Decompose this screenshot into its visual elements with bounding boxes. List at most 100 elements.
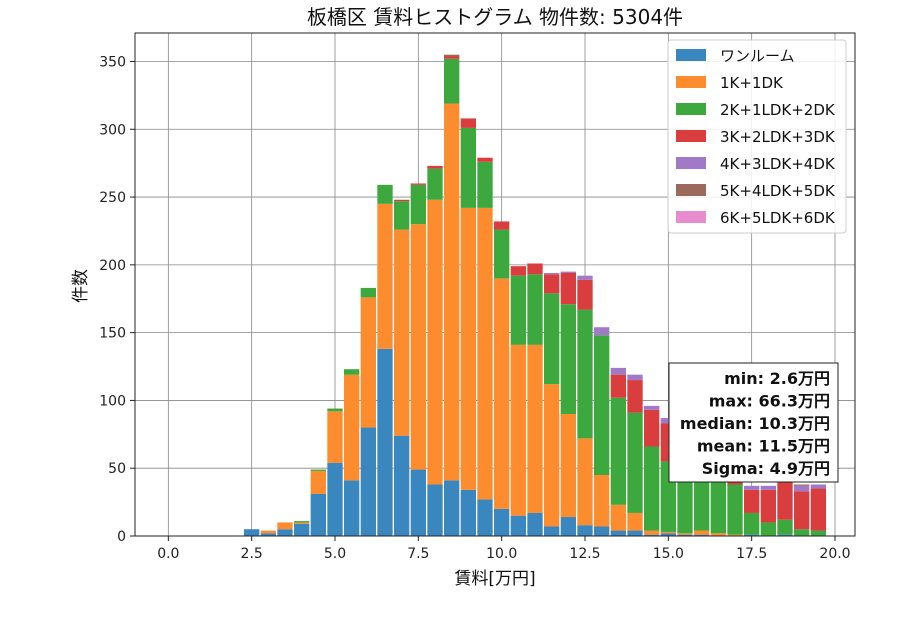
bar-segment [810,488,826,531]
bar-segment [627,380,643,413]
bar-segment [727,534,743,536]
bar-segment [310,470,326,494]
bar-segment [344,480,360,536]
bar-segment [627,412,643,513]
bar-segment [427,199,443,485]
bar-segment [777,519,793,535]
bar-segment [310,469,326,471]
x-tick-label: 10.0 [486,546,517,562]
bar-segment [644,530,660,535]
bar-segment [777,481,793,520]
bar-segment [277,529,293,536]
bar-segment [494,508,510,536]
bar-segment [744,489,760,513]
legend: ワンルーム 1K+1DK 2K+1LDK+2DK 3K+2LDK+3DK 4K+3LDK… [667,39,847,234]
bar-segment [444,56,460,59]
y-tick-label: 100 [99,393,126,409]
bar-segment [610,530,626,536]
bar-segment [444,58,460,104]
bar-segment [360,287,376,298]
bar-segment [644,534,660,536]
bar-segment [544,272,560,275]
legend-label: ワンルーム [720,47,795,65]
bar-segment [427,484,443,536]
bar-segment [494,229,510,279]
bar-segment [560,272,576,305]
bar-segment [560,304,576,414]
bar-segment [610,504,626,531]
stats-line: median: 10.3万円 [680,414,830,433]
bar-segment [710,474,726,534]
bar-segment [444,103,460,481]
bar-segment [794,491,810,530]
bar-segment [544,384,560,527]
bar-segment [377,203,393,349]
bar-segment [477,499,493,536]
chart-title: 板橋区 賃料ヒストグラム 物件数: 5304件 [307,5,683,29]
bar-segment [627,530,643,536]
bar-segment [527,263,543,275]
bar-segment [460,207,476,490]
bar-segment [577,525,593,536]
bar-segment [244,529,260,536]
y-tick-label: 250 [99,190,126,206]
bar-segment [560,271,576,273]
bar-segment [610,367,626,375]
bar-segment [260,530,276,534]
bar-segment [510,344,526,516]
stats-line: Sigma: 4.9万円 [702,459,830,478]
bar-segment [494,278,510,509]
bar-segment [644,446,660,531]
bar-segment [310,493,326,536]
legend-label: 3K+2LDK+3DK [720,128,836,146]
bar-segment [744,534,760,536]
stats-frame [668,362,839,483]
stats-box: min: 2.6万円 max: 66.3万円 median: 10.3万円 mean:… [668,362,839,483]
bar-segment [544,274,560,294]
bar-segment [360,297,376,428]
stats-line: max: 66.3万円 [709,392,830,411]
bar-segment [794,484,810,486]
legend-swatch [676,130,706,142]
legend-swatch [676,211,706,223]
y-tick-label: 0 [117,529,126,545]
legend-label: 6K+5LDK+6DK [720,209,836,227]
x-tick-label: 0.0 [157,546,179,562]
legend-swatch [676,103,706,115]
bar-segment [777,534,793,536]
bar-segment [260,533,276,536]
bar-segment [410,183,426,185]
bar-segment [527,344,543,513]
bar-segment [627,374,643,381]
bar-segment [277,522,293,530]
bar-segment [460,118,476,128]
legend-label: 2K+1LDK+2DK [720,101,836,119]
legend-swatch [676,184,706,196]
x-tick-label: 15.0 [653,546,684,562]
bar-segment [760,489,776,523]
bar-segment [810,530,826,536]
bar-segment [410,184,426,225]
bar-segment [410,469,426,536]
bar-segment [477,161,493,208]
bar-segment [294,522,310,524]
bar-segment [477,207,493,500]
bar-segment [694,534,710,536]
bar-segment [427,165,443,169]
x-tick-label: 17.5 [736,546,767,562]
bar-segment [794,529,810,536]
bar-segment [544,526,560,536]
legend-label: 1K+1DK [720,74,784,92]
bar-segment [444,480,460,536]
bar-segment [594,335,610,475]
x-tick-label: 12.5 [569,546,600,562]
bar-segment [794,485,810,492]
bar-segment [544,293,560,385]
bar-segment [510,275,526,345]
bar-segment [744,485,760,490]
x-tick-label: 2.5 [241,546,263,562]
legend-box [667,39,847,234]
bar-segment [344,374,360,481]
bar-segment [594,474,610,527]
